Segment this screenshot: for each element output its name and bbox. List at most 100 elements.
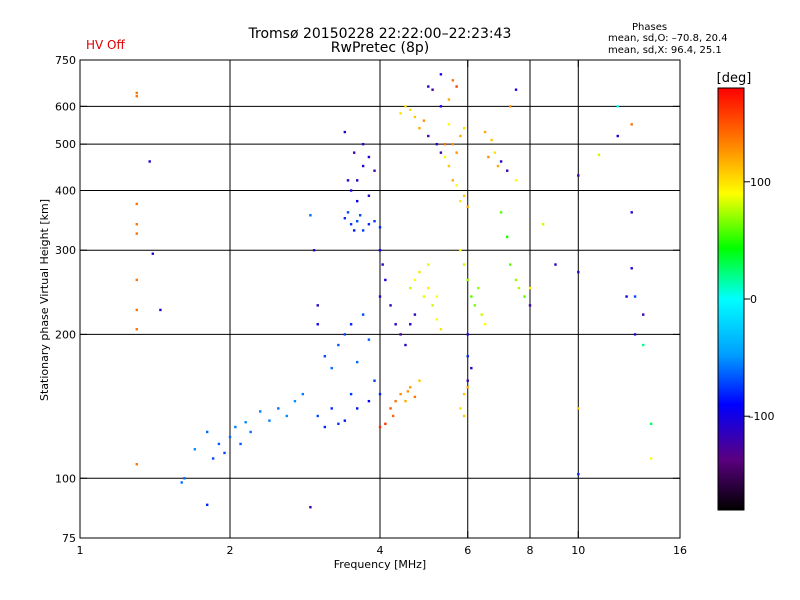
data-point (477, 286, 480, 290)
data-point (323, 425, 327, 429)
data-point (470, 295, 473, 298)
data-point (205, 503, 209, 507)
data-point (355, 407, 359, 410)
data-point (633, 295, 637, 298)
data-point (447, 164, 451, 168)
y-tick-label: 200 (55, 328, 76, 341)
data-point (312, 249, 316, 252)
data-point (418, 126, 421, 130)
data-point (451, 79, 455, 82)
data-point (381, 263, 384, 266)
data-point (616, 105, 619, 108)
data-point (316, 304, 319, 307)
data-point (285, 414, 288, 418)
phase-stats-x-mode: mean, sd,X: 96.4, 25.1 (608, 45, 722, 56)
data-point (361, 313, 365, 316)
data-points (135, 73, 653, 509)
data-point (367, 399, 371, 403)
data-point (135, 278, 138, 282)
data-point (268, 419, 271, 422)
data-point (337, 422, 340, 426)
data-point (523, 295, 526, 298)
data-point (183, 477, 186, 480)
data-point (384, 422, 387, 426)
data-point (352, 151, 356, 154)
y-tick-label: 100 (55, 472, 76, 485)
data-point (277, 407, 280, 410)
y-axis-label: Stationary phase Virtual Height [km] (38, 199, 51, 401)
chart-title: Tromsø 20150228 22:22:00–22:23:43 (248, 26, 512, 42)
data-point (508, 263, 512, 266)
data-point (447, 98, 451, 101)
data-point (616, 134, 619, 138)
data-point (459, 249, 462, 252)
data-point (135, 91, 138, 95)
data-point (367, 155, 371, 159)
y-tick-label: 400 (55, 184, 76, 197)
data-point (427, 286, 430, 290)
data-point (443, 155, 447, 159)
data-point (462, 414, 466, 418)
data-point (541, 223, 545, 226)
data-point (378, 425, 382, 429)
y-tick-label: 600 (55, 100, 76, 113)
data-point (337, 343, 340, 347)
data-point (399, 333, 402, 336)
data-point (355, 199, 359, 203)
data-point (378, 295, 382, 298)
data-point (435, 142, 438, 146)
data-point (399, 112, 402, 115)
chart-subtitle: RwPretec (8p) (330, 40, 430, 56)
data-point (343, 130, 347, 134)
data-point (435, 318, 438, 321)
data-point (367, 223, 371, 226)
data-point (466, 333, 469, 336)
data-point (355, 220, 359, 223)
y-tick-label: 750 (55, 54, 76, 67)
data-point (404, 343, 407, 347)
data-point (135, 328, 138, 331)
data-point (394, 323, 397, 326)
data-point (406, 390, 410, 393)
data-point (343, 333, 347, 336)
data-point (378, 392, 382, 396)
data-point (577, 407, 580, 410)
data-point (508, 105, 512, 108)
data-point (330, 407, 333, 410)
data-point (470, 366, 473, 370)
data-point (361, 142, 365, 146)
x-tick-label: 2 (227, 544, 234, 557)
data-point (427, 134, 430, 138)
data-point (439, 151, 443, 154)
y-tick-label: 75 (62, 532, 76, 545)
data-point (447, 123, 451, 126)
phase-stats-o-mode: mean, sd,O: –70.8, 20.4 (608, 33, 728, 44)
data-point (349, 392, 353, 396)
data-point (151, 252, 155, 255)
data-point (346, 179, 350, 182)
data-point (361, 164, 365, 168)
data-point (462, 392, 466, 396)
data-point (316, 323, 319, 326)
data-point (466, 205, 469, 208)
data-point (473, 304, 477, 307)
data-point (135, 223, 138, 226)
data-point (293, 399, 297, 403)
grid-lines (80, 60, 680, 538)
x-tick-label: 1 (77, 544, 84, 557)
colorbar-label: [deg] (717, 71, 752, 86)
data-point (505, 169, 509, 172)
y-tick-label: 500 (55, 138, 76, 151)
data-point (577, 270, 580, 274)
data-point (451, 142, 455, 146)
data-point (211, 457, 215, 460)
data-point (625, 295, 628, 298)
data-point (355, 179, 359, 182)
data-point (367, 194, 371, 197)
y-tick-label: 300 (55, 244, 76, 257)
data-point (514, 179, 518, 182)
data-point (373, 169, 376, 172)
data-point (349, 189, 353, 192)
data-point (514, 278, 518, 282)
